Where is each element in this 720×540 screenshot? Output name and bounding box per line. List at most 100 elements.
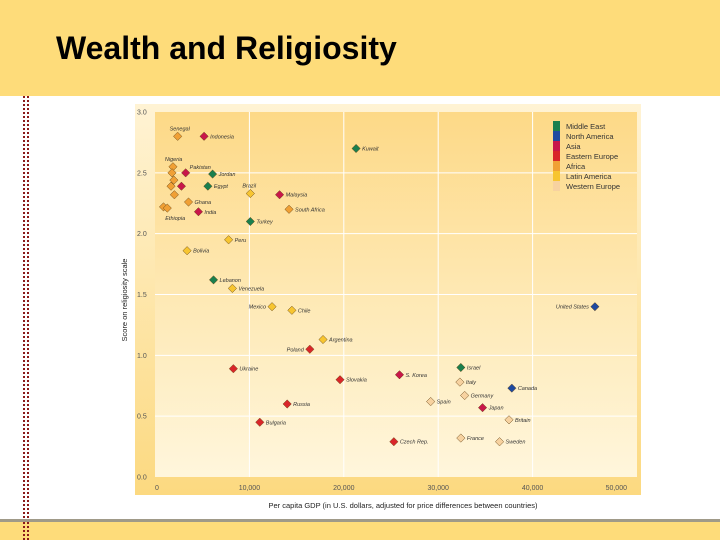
decorative-dotted-rule-bottom bbox=[23, 522, 29, 540]
data-point-ethiopia bbox=[162, 203, 172, 213]
data-point-malaysia bbox=[275, 190, 285, 200]
data-point-brazil bbox=[245, 188, 255, 199]
data-label: Nigeria bbox=[165, 157, 182, 163]
data-point-sweden bbox=[495, 437, 505, 447]
data-point-lebanon bbox=[208, 275, 219, 285]
data-label: Bolivia bbox=[193, 249, 209, 255]
data-label: Mexico bbox=[249, 305, 266, 311]
data-label: Chile bbox=[298, 308, 311, 314]
data-point-chile bbox=[287, 305, 297, 315]
y-tick-label: 0.5 bbox=[137, 414, 147, 421]
data-label: Turkey bbox=[256, 220, 274, 226]
data-label: S. Korea bbox=[405, 373, 426, 379]
data-point-india bbox=[193, 207, 203, 217]
y-tick-label: 3.0 bbox=[137, 110, 147, 117]
data-point-argentina bbox=[318, 334, 328, 345]
y-axis-label: Score on religiosity scale bbox=[120, 259, 129, 342]
data-label: Germany bbox=[471, 393, 495, 399]
legend-swatch bbox=[553, 161, 560, 171]
legend-label: Middle East bbox=[566, 122, 606, 131]
data-label: Venezuela bbox=[238, 286, 264, 292]
data-label: Peru bbox=[235, 238, 247, 244]
data-point-bolivia bbox=[182, 246, 192, 256]
data-point-venezuela bbox=[227, 283, 237, 293]
data-label: Kuwait bbox=[362, 147, 379, 153]
data-point-unlabeled bbox=[169, 190, 179, 200]
legend-label: North America bbox=[566, 132, 614, 141]
data-label: Israel bbox=[467, 366, 481, 372]
data-label: Pakistan bbox=[190, 165, 211, 171]
data-point-germany bbox=[460, 390, 470, 401]
x-tick-label: 20,000 bbox=[333, 485, 355, 492]
data-point-south-africa bbox=[284, 204, 294, 214]
data-label: Argentina bbox=[328, 338, 353, 344]
y-tick-label: 0.0 bbox=[137, 475, 147, 482]
data-label: Czech Rep. bbox=[400, 440, 429, 446]
data-point-japan bbox=[478, 403, 488, 413]
legend-swatch bbox=[553, 141, 560, 151]
legend-label: Asia bbox=[566, 142, 581, 151]
data-point-ghana bbox=[183, 197, 194, 207]
data-point-italy bbox=[455, 377, 465, 387]
y-tick-label: 2.5 bbox=[137, 170, 147, 177]
data-point-unlabeled bbox=[166, 181, 176, 191]
legend-swatch bbox=[553, 131, 560, 141]
slide-title: Wealth and Religiosity bbox=[56, 30, 397, 66]
x-tick-label: 0 bbox=[155, 485, 159, 492]
legend-swatch bbox=[553, 151, 560, 161]
data-point-france bbox=[456, 433, 466, 443]
data-point-pakistan bbox=[181, 168, 191, 178]
data-label: United States bbox=[556, 305, 589, 311]
data-point-united-states bbox=[590, 302, 600, 312]
data-point-s-korea bbox=[394, 370, 405, 380]
data-label: India bbox=[204, 210, 216, 216]
data-point-russia bbox=[282, 399, 292, 409]
decorative-dotted-rule bbox=[23, 96, 29, 522]
legend-label: Eastern Europe bbox=[566, 152, 618, 161]
data-point-bulgaria bbox=[255, 417, 265, 427]
data-label: Ukraine bbox=[239, 367, 258, 373]
data-point-britain bbox=[504, 415, 514, 425]
data-label: Indonesia bbox=[210, 134, 234, 140]
data-label: Brazil bbox=[242, 184, 257, 190]
legend-swatch bbox=[553, 121, 560, 131]
y-tick-label: 1.0 bbox=[137, 353, 147, 360]
x-tick-label: 40,000 bbox=[522, 485, 544, 492]
x-tick-label: 10,000 bbox=[239, 485, 261, 492]
data-label: Malaysia bbox=[286, 193, 308, 199]
legend-label: Latin America bbox=[566, 172, 612, 181]
data-point-poland bbox=[305, 344, 315, 354]
data-point-unlabeled bbox=[176, 181, 186, 191]
slide-header: Wealth and Religiosity bbox=[0, 0, 720, 96]
data-label: Poland bbox=[287, 347, 305, 353]
y-tick-label: 2.0 bbox=[137, 231, 147, 238]
x-axis-label: Per capita GDP (in U.S. dollars, adjuste… bbox=[268, 501, 538, 510]
data-point-egypt bbox=[203, 181, 213, 191]
data-point-jordan bbox=[208, 169, 218, 179]
data-point-senegal bbox=[173, 131, 183, 141]
x-tick-label: 30,000 bbox=[427, 485, 449, 492]
data-label: Russia bbox=[293, 402, 310, 408]
data-label: Spain bbox=[437, 400, 451, 406]
data-point-ukraine bbox=[228, 364, 238, 374]
data-label: Ghana bbox=[195, 200, 212, 206]
x-tick-label: 50,000 bbox=[606, 485, 628, 492]
data-label: Egypt bbox=[214, 184, 229, 190]
data-label: Bulgaria bbox=[266, 420, 286, 426]
data-point-canada bbox=[507, 383, 517, 393]
data-label: Ethiopia bbox=[165, 216, 185, 222]
data-point-spain bbox=[426, 397, 436, 407]
data-point-turkey bbox=[245, 216, 255, 227]
data-point-peru bbox=[224, 235, 234, 245]
data-label: Jordan bbox=[218, 172, 236, 178]
data-label: France bbox=[467, 436, 484, 442]
data-label: Japan bbox=[488, 406, 504, 412]
data-label: Britain bbox=[515, 418, 531, 424]
data-label: Lebanon bbox=[220, 278, 241, 284]
data-point-israel bbox=[456, 362, 466, 373]
data-label: Sweden bbox=[506, 440, 526, 446]
data-point-indonesia bbox=[199, 131, 209, 141]
data-label: South Africa bbox=[295, 207, 325, 213]
